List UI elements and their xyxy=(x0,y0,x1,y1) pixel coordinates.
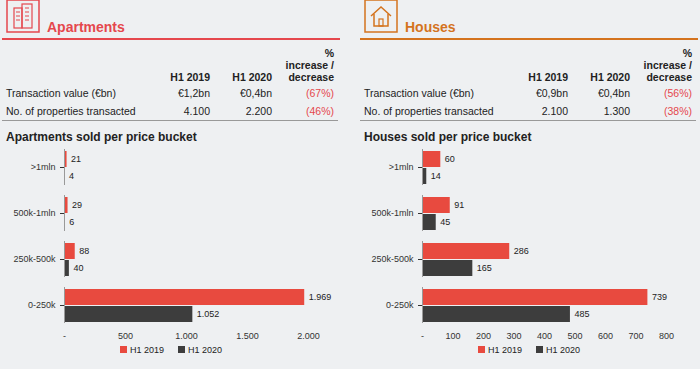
svg-text:-: - xyxy=(63,331,66,341)
svg-text:400: 400 xyxy=(537,331,552,341)
html-text:€0,4bn: €0,4bn xyxy=(239,87,272,99)
svg-text:500k-1mln: 500k-1mln xyxy=(371,208,413,218)
html-text:(56%): (56%) xyxy=(664,87,692,99)
svg-text:1.500: 1.500 xyxy=(236,331,259,341)
html-text:Houses: Houses xyxy=(405,19,456,35)
html-text:4.100: 4.100 xyxy=(183,105,210,117)
svg-text:739: 739 xyxy=(652,292,667,302)
html-text:(38%): (38%) xyxy=(664,105,692,117)
html-text:% increase / decrease: % increase / decrease xyxy=(643,47,692,83)
svg-text:600: 600 xyxy=(598,331,613,341)
html-text:H1 2019: H1 2019 xyxy=(488,345,522,355)
html-text:Apartments: Apartments xyxy=(47,19,125,35)
svg-text:1.969: 1.969 xyxy=(309,292,332,302)
html-text:H1 2020: H1 2020 xyxy=(590,71,630,83)
svg-text:200: 200 xyxy=(476,331,491,341)
html-text:(67%): (67%) xyxy=(306,87,334,99)
html-text:Transaction value (€bn): Transaction value (€bn) xyxy=(6,87,116,99)
svg-text:286: 286 xyxy=(514,246,529,256)
svg-text:500: 500 xyxy=(118,331,133,341)
svg-text:60: 60 xyxy=(445,154,455,164)
html-text:H1 2020: H1 2020 xyxy=(232,71,272,83)
svg-text:21: 21 xyxy=(71,154,81,164)
svg-text:2.000: 2.000 xyxy=(297,331,320,341)
svg-text:500k-1mln: 500k-1mln xyxy=(13,208,55,218)
svg-text:40: 40 xyxy=(73,263,83,273)
html-text:No. of properties transacted: No. of properties transacted xyxy=(364,105,494,117)
svg-text:165: 165 xyxy=(477,263,492,273)
svg-text:485: 485 xyxy=(574,309,589,319)
svg-text:-: - xyxy=(421,331,424,341)
svg-text:4: 4 xyxy=(69,171,74,181)
html-text:1.300: 1.300 xyxy=(603,105,630,117)
svg-text:100: 100 xyxy=(445,331,460,341)
svg-text:14: 14 xyxy=(431,171,441,181)
html-text:Transaction value (€bn): Transaction value (€bn) xyxy=(364,87,474,99)
html-text:Houses sold per price bucket: Houses sold per price bucket xyxy=(364,130,532,144)
svg-text:300: 300 xyxy=(506,331,521,341)
svg-text:6: 6 xyxy=(69,217,74,227)
html-text:No. of properties transacted: No. of properties transacted xyxy=(6,105,136,117)
svg-text:250k-500k: 250k-500k xyxy=(371,254,414,264)
html-text:2.200: 2.200 xyxy=(245,105,272,117)
html-text:H1 2019: H1 2019 xyxy=(130,345,164,355)
svg-text:0-250k: 0-250k xyxy=(28,300,56,310)
html-text:€0,4bn: €0,4bn xyxy=(597,87,630,99)
svg-text:>1mln: >1mln xyxy=(389,162,414,172)
svg-text:800: 800 xyxy=(659,331,674,341)
html-text:% increase / decrease: % increase / decrease xyxy=(285,47,334,83)
svg-text:0-250k: 0-250k xyxy=(386,300,414,310)
svg-text:1.000: 1.000 xyxy=(175,331,198,341)
svg-text:700: 700 xyxy=(628,331,643,341)
svg-text:500: 500 xyxy=(567,331,582,341)
svg-text:45: 45 xyxy=(440,217,450,227)
html-text:2.100: 2.100 xyxy=(541,105,568,117)
svg-text:29: 29 xyxy=(72,200,82,210)
html-text:H1 2020: H1 2020 xyxy=(188,345,222,355)
html-text:€0,9bn: €0,9bn xyxy=(535,87,568,99)
html-text:H1 2020: H1 2020 xyxy=(546,345,580,355)
svg-text:91: 91 xyxy=(454,200,464,210)
html-text:H1 2019: H1 2019 xyxy=(528,71,568,83)
html-text:€1,2bn: €1,2bn xyxy=(177,87,210,99)
svg-text:1.052: 1.052 xyxy=(197,309,220,319)
svg-text:>1mln: >1mln xyxy=(31,162,56,172)
html-text:Apartments sold per price buck: Apartments sold per price bucket xyxy=(6,130,197,144)
html-text:H1 2019: H1 2019 xyxy=(170,71,210,83)
svg-text:250k-500k: 250k-500k xyxy=(13,254,56,264)
html-text:(46%): (46%) xyxy=(306,105,334,117)
svg-text:88: 88 xyxy=(79,246,89,256)
